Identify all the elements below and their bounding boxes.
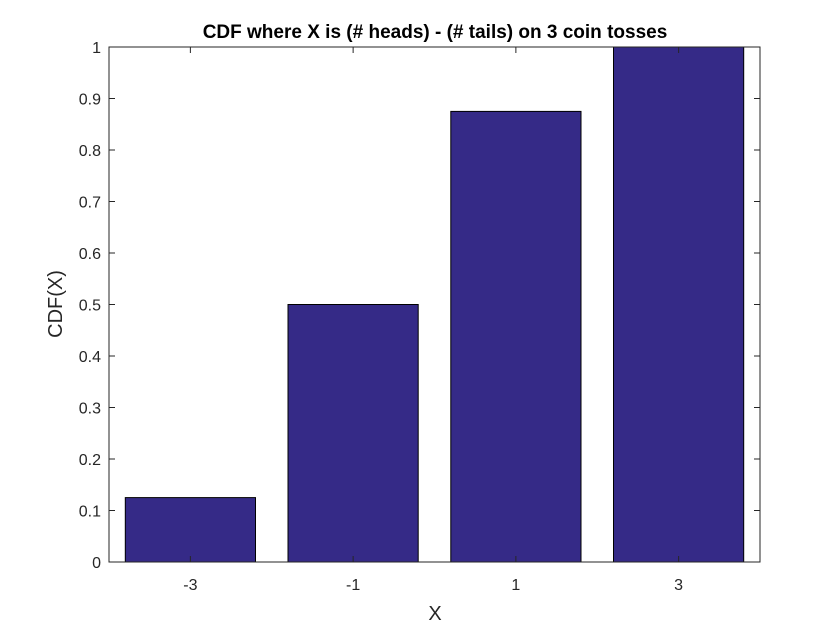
x-ticks-group: -3 -1 1 3 <box>183 47 683 594</box>
y-tick-label: 0.7 <box>79 195 101 212</box>
x-tick-label: -3 <box>183 577 197 594</box>
y-tick-label: 0.8 <box>79 143 101 160</box>
chart-title: CDF where X is (# heads) - (# tails) on … <box>203 22 668 43</box>
y-tick-label: 0 <box>92 555 101 572</box>
bar-3 <box>450 110 582 563</box>
bar-4 <box>613 46 745 563</box>
y-tick-label: 1 <box>92 40 101 57</box>
x-tick-label: -1 <box>346 577 360 594</box>
x-tick-label: 1 <box>511 577 520 594</box>
y-tick-label: 0.4 <box>79 349 101 366</box>
y-tick-label: 0.6 <box>79 246 101 263</box>
y-ticks-group: 0 0.1 0.2 0.3 0.4 0.5 0.6 0.7 0.8 0.9 1 <box>79 40 760 572</box>
x-tick-label: 3 <box>674 577 683 594</box>
y-tick-label: 0.3 <box>79 401 101 418</box>
y-axis-label: CDF(X) <box>45 270 67 338</box>
bar-2 <box>287 304 419 563</box>
y-tick-label: 0.5 <box>79 298 101 315</box>
y-tick-label: 0.2 <box>79 452 101 469</box>
y-tick-label: 0.1 <box>79 504 101 521</box>
bar-1 <box>124 497 256 563</box>
y-tick-label: 0.9 <box>79 92 101 109</box>
bars-group <box>124 46 745 563</box>
x-axis-label: X <box>428 603 441 625</box>
